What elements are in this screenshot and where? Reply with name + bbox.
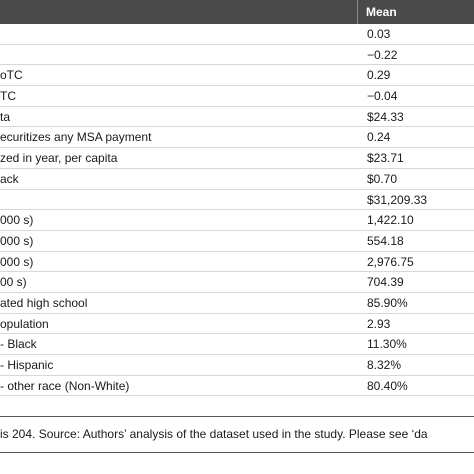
mean-column-header: Mean — [366, 5, 397, 19]
mean-cell: 8.32% — [367, 358, 402, 372]
table-row: - other race (Non-White) 80.40% — [0, 376, 474, 397]
table-row: 000 s) 1,422.10 — [0, 210, 474, 231]
table-header-row: Mean — [0, 0, 474, 24]
mean-cell: 704.39 — [367, 275, 404, 290]
mean-cell: 80.40% — [367, 378, 408, 393]
mean-cell: $31,209.33 — [367, 192, 428, 207]
mean-cell: −0.22 — [367, 47, 398, 62]
mean-cell: $23.71 — [367, 151, 404, 166]
table-row: 000 s) 554.18 — [0, 231, 474, 252]
mean-cell: −0.04 — [367, 89, 398, 104]
table-row: - Black 11.30% — [0, 334, 474, 355]
table-row: - Hispanic 8.32% — [0, 355, 474, 376]
variable-cell: 000 s) — [0, 254, 34, 269]
mean-cell: 0.24 — [367, 130, 391, 145]
mean-cell: $24.33 — [367, 109, 404, 124]
table-row: ack $0.70 — [0, 169, 474, 190]
table-row: ta $24.33 — [0, 107, 474, 128]
mean-cell: 85.90% — [367, 295, 408, 310]
header-divider — [357, 0, 358, 24]
variable-cell: 00 s) — [0, 275, 27, 290]
mean-cell: 2.93 — [367, 316, 391, 331]
mean-cell: 0.03 — [367, 27, 391, 41]
variable-cell: 000 s) — [0, 213, 34, 228]
mean-cell: 1,422.10 — [367, 213, 414, 228]
table-row: $31,209.33 — [0, 190, 474, 211]
mean-cell: 0.29 — [367, 68, 391, 83]
mean-cell: 2,976.75 — [367, 254, 414, 269]
variable-cell: - Hispanic — [0, 358, 54, 372]
variable-cell: zed in year, per capita — [0, 151, 118, 166]
table-row: −0.22 — [0, 45, 474, 66]
variable-cell: ated high school — [0, 295, 88, 310]
variable-cell: TC — [0, 89, 16, 104]
table-row: 00 s) 704.39 — [0, 272, 474, 293]
table-row: ated high school 85.90% — [0, 293, 474, 314]
table-row: opulation 2.93 — [0, 314, 474, 335]
variable-cell: - Black — [0, 337, 37, 352]
table-row: 0.03 — [0, 24, 474, 45]
mean-cell: $0.70 — [367, 171, 398, 186]
table-row: ecuritizes any MSA payment 0.24 — [0, 127, 474, 149]
table-row: 000 s) 2,976.75 — [0, 252, 474, 273]
variable-cell: - other race (Non-White) — [0, 378, 130, 393]
note-bottom-rule — [0, 452, 474, 453]
variable-cell: ack — [0, 171, 19, 186]
table-row: TC −0.04 — [0, 86, 474, 107]
table-note: is 204. Source: Authors’ analysis of the… — [0, 427, 428, 441]
variable-cell: opulation — [0, 316, 49, 331]
variable-cell: oTC — [0, 68, 23, 83]
mean-cell: 11.30% — [367, 337, 407, 352]
table-row: oTC 0.29 — [0, 65, 474, 87]
variable-cell: ecuritizes any MSA payment — [0, 130, 152, 145]
table-row: zed in year, per capita $23.71 — [0, 148, 474, 169]
table-body: 0.03 −0.22 oTC 0.29 TC −0.04 ta $24.33 e… — [0, 24, 474, 397]
variable-cell: ta — [0, 109, 11, 124]
mean-cell: 554.18 — [367, 233, 404, 248]
table-bottom-rule — [0, 416, 474, 417]
variable-cell: 000 s) — [0, 233, 34, 248]
